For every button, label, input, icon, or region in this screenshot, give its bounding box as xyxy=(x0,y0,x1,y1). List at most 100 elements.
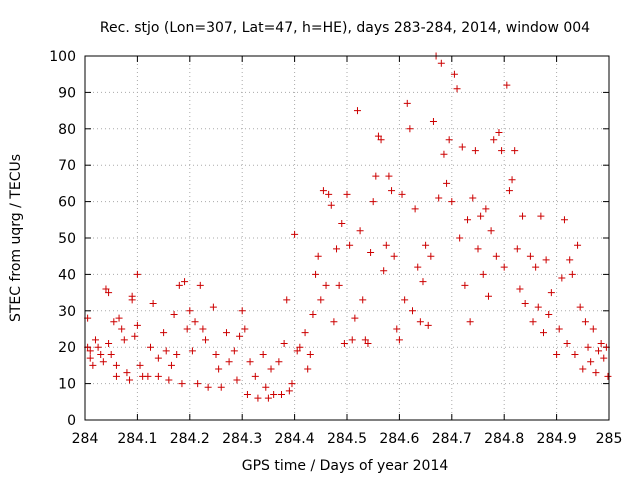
stec-point xyxy=(437,59,445,67)
stec-point xyxy=(445,136,453,144)
stec-point xyxy=(427,252,435,260)
y-tick-label: 40 xyxy=(58,267,76,283)
stec-point xyxy=(312,270,320,278)
stec-point xyxy=(314,252,322,260)
stec-point xyxy=(443,179,451,187)
stec-point xyxy=(191,318,199,326)
stec-point xyxy=(511,147,519,155)
stec-point xyxy=(105,289,113,297)
stec-point xyxy=(361,336,369,344)
stec-point xyxy=(306,350,314,358)
stec-point xyxy=(340,340,348,348)
stec-point xyxy=(453,85,461,93)
stec-point xyxy=(571,350,579,358)
chart-title: Rec. stjo (Lon=307, Lat=47, h=HE), days … xyxy=(100,20,590,36)
stec-point xyxy=(243,391,251,399)
stec-point xyxy=(89,361,97,369)
stec-point xyxy=(526,252,534,260)
axis-ticks xyxy=(84,55,610,421)
stec-point xyxy=(325,190,333,198)
x-tick-label: 285 xyxy=(596,431,623,447)
y-tick-label: 80 xyxy=(58,122,76,138)
stec-point xyxy=(335,281,343,289)
x-tick-label: 284.2 xyxy=(170,431,210,447)
stec-point xyxy=(304,365,312,373)
stec-point xyxy=(199,325,207,333)
stec-point xyxy=(107,350,115,358)
stec-point xyxy=(584,343,592,351)
stec-point xyxy=(183,325,191,333)
stec-point xyxy=(285,387,293,395)
stec-point xyxy=(492,252,500,260)
stec-point xyxy=(419,278,427,286)
stec-point xyxy=(194,380,202,388)
stec-point xyxy=(267,365,275,373)
stec-point xyxy=(128,292,136,300)
stec-point xyxy=(238,307,246,315)
stec-point xyxy=(382,241,390,249)
stec-point xyxy=(115,314,123,322)
y-tick-label: 50 xyxy=(58,231,76,247)
stec-point xyxy=(364,340,372,348)
stec-point xyxy=(215,365,223,373)
x-tick-label: 284.8 xyxy=(484,431,524,447)
stec-point xyxy=(440,150,448,158)
stec-point xyxy=(566,256,574,264)
stec-point xyxy=(293,347,301,355)
stec-point xyxy=(131,332,139,340)
x-tick-label: 284.6 xyxy=(379,431,419,447)
stec-point xyxy=(126,376,134,384)
stec-point xyxy=(212,350,220,358)
stec-point xyxy=(435,194,443,202)
stec-point xyxy=(414,263,422,271)
y-tick-label: 0 xyxy=(67,413,76,429)
x-axis-title: GPS time / Days of year 2014 xyxy=(242,458,449,474)
stec-point xyxy=(498,147,506,155)
stec-point xyxy=(540,329,547,337)
stec-point xyxy=(513,245,521,253)
stec-point xyxy=(133,270,141,278)
stec-point xyxy=(186,307,194,315)
stec-point xyxy=(456,234,464,242)
stec-point xyxy=(471,147,479,155)
stec-point xyxy=(390,252,398,260)
stec-point xyxy=(259,350,267,358)
stec-point xyxy=(165,376,173,384)
stec-point xyxy=(464,216,472,224)
stec-point xyxy=(170,310,178,318)
stec-point xyxy=(597,340,605,348)
stec-point xyxy=(343,190,351,198)
stec-point xyxy=(351,314,359,322)
stec-point xyxy=(589,325,597,333)
stec-point xyxy=(393,325,401,333)
stec-point xyxy=(579,365,587,373)
stec-point xyxy=(338,219,346,227)
stec-point xyxy=(319,187,327,195)
stec-point xyxy=(519,212,527,220)
stec-point xyxy=(99,358,107,366)
stec-point xyxy=(147,343,154,351)
stec-point xyxy=(86,354,94,362)
stec-point xyxy=(508,176,516,184)
stec-point xyxy=(110,318,118,326)
stec-point xyxy=(401,296,409,304)
stec-point xyxy=(604,372,612,380)
y-tick-label: 100 xyxy=(49,49,76,65)
stec-point xyxy=(448,198,456,206)
stec-point xyxy=(377,136,385,144)
stec-point xyxy=(574,241,582,249)
stec-point xyxy=(529,318,537,326)
stec-point xyxy=(278,391,285,399)
stec-point xyxy=(395,336,403,344)
stec-point xyxy=(353,107,361,115)
stec-point xyxy=(516,285,524,293)
stec-point xyxy=(385,172,393,180)
stec-point xyxy=(398,190,406,198)
plot-frame xyxy=(84,55,610,421)
stec-point xyxy=(503,81,511,89)
y-tick-label: 60 xyxy=(58,195,76,211)
x-tick-label: 284.4 xyxy=(275,431,315,447)
stec-point xyxy=(275,358,283,366)
y-tick-label: 20 xyxy=(58,340,76,356)
